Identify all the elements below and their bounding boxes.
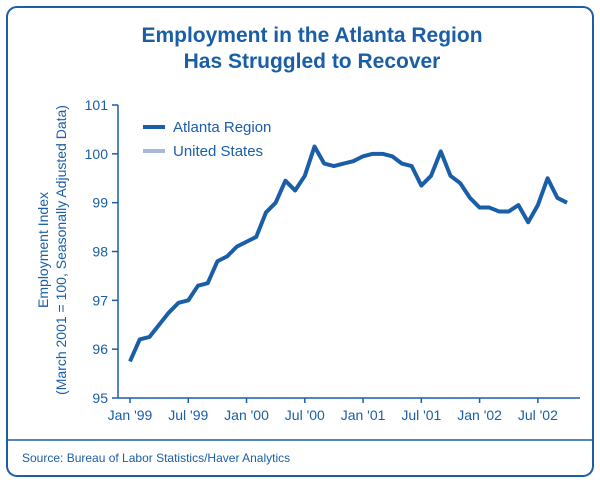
legend-label: Atlanta Region (173, 119, 271, 136)
x-tick-label: Jan '01 (341, 407, 386, 423)
x-tick-label: Jul '02 (518, 407, 558, 423)
x-tick-label: Jul '01 (401, 407, 441, 423)
chart-title: Has Struggled to Recover (184, 50, 441, 73)
x-tick-label: Jul '00 (285, 407, 325, 423)
y-tick-label: 98 (92, 244, 108, 260)
x-tick-label: Jan '99 (108, 407, 153, 423)
x-tick-label: Jul '99 (168, 407, 208, 423)
y-tick-label: 99 (92, 195, 108, 211)
y-tick-label: 95 (92, 390, 108, 406)
x-tick-label: Jan '02 (457, 407, 502, 423)
legend-label: United States (173, 143, 263, 160)
frame (6, 6, 594, 477)
y-tick-label: 101 (85, 97, 109, 113)
y-axis-label: (March 2001 = 100, Seasonally Adjusted D… (53, 105, 69, 395)
y-tick-label: 97 (92, 292, 108, 308)
chart-title: Employment in the Atlanta Region (141, 24, 482, 47)
source-note: Source: Bureau of Labor Statistics/Haver… (22, 451, 290, 465)
y-tick-label: 100 (85, 146, 109, 162)
series-line (128, 144, 568, 363)
x-tick-label: Jan '00 (224, 407, 269, 423)
y-axis-label: Employment Index (35, 192, 51, 308)
y-tick-label: 96 (92, 341, 108, 357)
